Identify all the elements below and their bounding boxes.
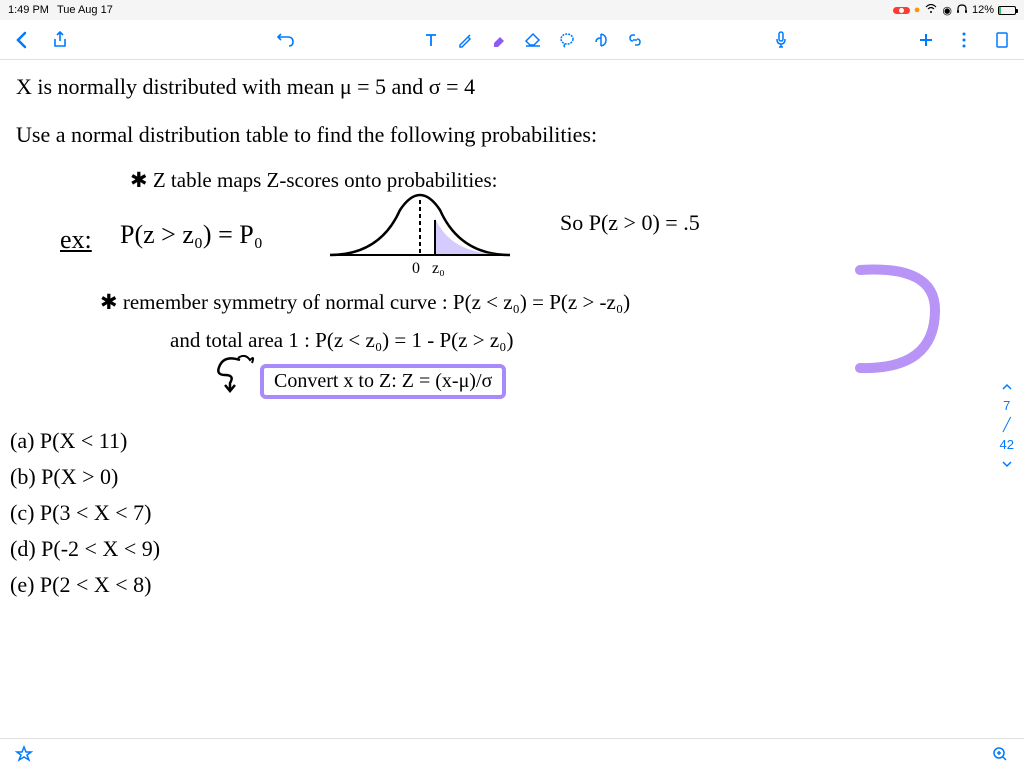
chevron-down-icon[interactable]	[1001, 456, 1013, 471]
headphones-icon	[956, 3, 968, 18]
eraser-tool-icon[interactable]	[523, 30, 543, 50]
ex-formula: P(z > z₀) = P₀	[120, 220, 263, 250]
current-page: 7	[1003, 398, 1010, 413]
back-icon[interactable]	[12, 30, 32, 50]
status-time: 1:49 PM	[8, 4, 49, 16]
lasso-tool-icon[interactable]	[557, 30, 577, 50]
pen-tool-icon[interactable]	[455, 30, 475, 50]
problem-a: (a) P(X < 11)	[10, 428, 127, 454]
note-line-1: X is normally distributed with mean μ = …	[16, 74, 475, 100]
pz-note: So P(z > 0) = .5	[560, 210, 700, 236]
wifi-icon	[924, 4, 938, 17]
add-icon[interactable]	[916, 30, 936, 50]
page-divider: ╱	[1003, 417, 1011, 433]
page-icon[interactable]	[992, 30, 1012, 50]
app-footer	[0, 738, 1024, 768]
note-canvas[interactable]: X is normally distributed with mean μ = …	[0, 60, 1024, 738]
note-line-2: Use a normal distribution table to find …	[16, 122, 597, 148]
link-tool-icon[interactable]	[625, 30, 645, 50]
mic-icon[interactable]	[771, 30, 791, 50]
symmetry-note: ✱ remember symmetry of normal curve : P(…	[100, 290, 630, 315]
page-counter[interactable]: 7 ╱ 42	[1000, 379, 1014, 471]
curve-label-0: 0	[412, 260, 420, 278]
problem-c: (c) P(3 < X < 7)	[10, 500, 152, 526]
battery-icon	[998, 6, 1016, 15]
shapes-tool-icon[interactable]	[591, 30, 611, 50]
bell-curve-diagram	[320, 190, 520, 270]
problem-e: (e) P(2 < X < 8)	[10, 572, 152, 598]
favorite-star-icon[interactable]	[14, 744, 34, 764]
share-icon[interactable]	[50, 30, 70, 50]
status-date: Tue Aug 17	[57, 4, 113, 16]
problem-d: (d) P(-2 < X < 9)	[10, 536, 160, 562]
total-pages: 42	[1000, 437, 1014, 452]
purple-bracket-icon	[850, 260, 960, 380]
total-area-note: and total area 1 : P(z < z₀) = 1 - P(z >…	[170, 328, 513, 353]
orange-dot-icon: ●	[914, 4, 921, 16]
curly-arrow-icon	[200, 355, 260, 395]
curve-label-z0: z₀	[432, 260, 445, 278]
chevron-up-icon[interactable]	[1001, 379, 1013, 394]
recording-badge[interactable]	[893, 7, 910, 14]
ipad-status-bar: 1:49 PM Tue Aug 17 ● ◉ 12%	[0, 0, 1024, 20]
problem-b: (b) P(X > 0)	[10, 464, 118, 490]
text-tool-icon[interactable]	[421, 30, 441, 50]
battery-pct: 12%	[972, 4, 994, 16]
convert-formula-text: Convert x to Z: Z = (x-μ)/σ	[274, 370, 492, 392]
airplay-icon: ◉	[942, 4, 952, 17]
zoom-in-icon[interactable]	[990, 744, 1010, 764]
more-icon[interactable]	[954, 30, 974, 50]
app-toolbar	[0, 20, 1024, 60]
convert-formula-box: Convert x to Z: Z = (x-μ)/σ	[260, 364, 506, 399]
ex-label: ex:	[60, 225, 92, 255]
undo-icon[interactable]	[276, 30, 296, 50]
highlighter-tool-icon[interactable]	[489, 30, 509, 50]
